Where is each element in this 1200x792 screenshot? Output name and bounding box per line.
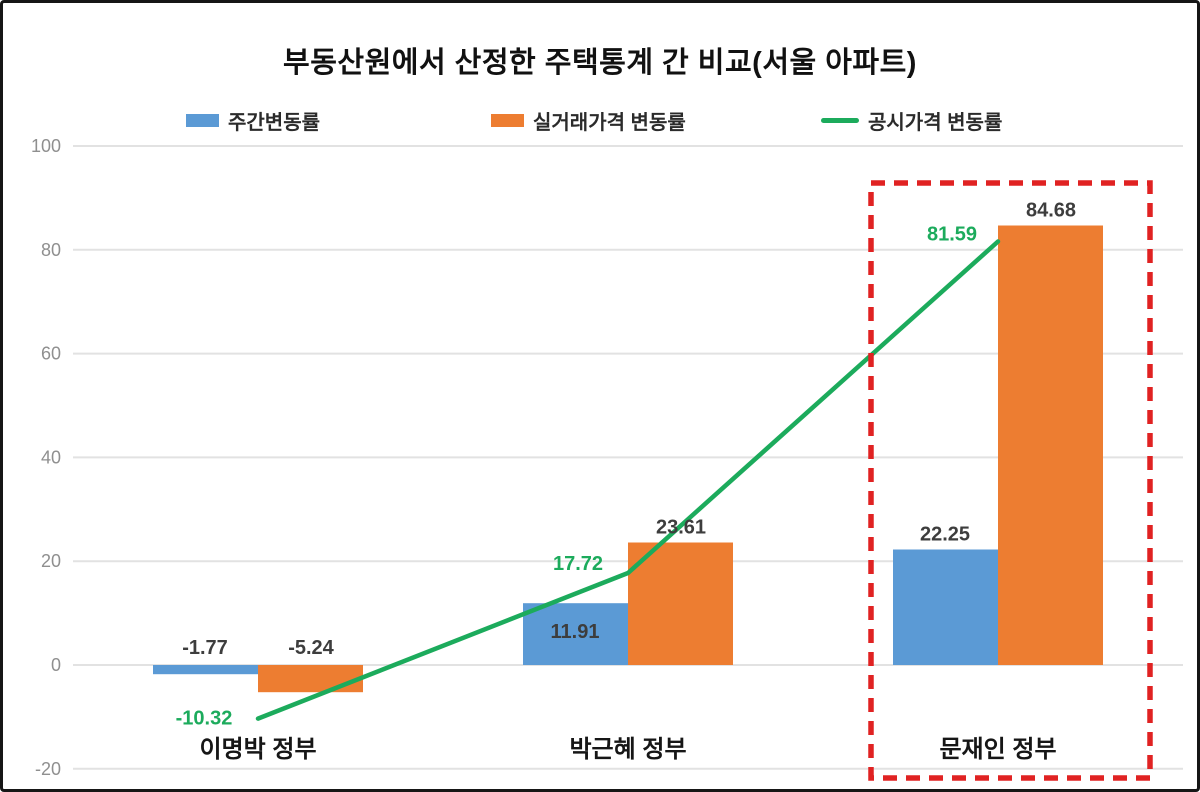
bar-actual-transaction-price-change-rate-2 (998, 225, 1103, 665)
bar-weekly-change-rate-0 (153, 665, 258, 675)
legend-marker-official-price-change-rate-line-icon (821, 117, 859, 123)
bar-weekly-change-rate-1 (523, 603, 628, 665)
y-tick-label-40: 40 (41, 447, 61, 467)
legend-label-actual-transaction-price-change-rate: 실거래가격 변동률 (533, 111, 686, 134)
value-label-official-price-change-rate-1: 17.72 (553, 553, 603, 575)
legend-item-official-price-change-rate: 공시가격 변동률 (821, 107, 1003, 134)
chart-plot-area: 100 80 60 40 20 0 -20 -1.77 11.91 22.25 -5.24 23.61… (31, 136, 1183, 781)
value-label-official-price-change-rate-2: 81.59 (927, 224, 977, 246)
y-tick-label-0: 0 (51, 655, 61, 675)
bar-actual-transaction-price-change-rate-0 (258, 665, 363, 693)
legend-label-weekly-change-rate: 주간변동률 (228, 111, 320, 134)
legend-item-actual-transaction-price-change-rate: 실거래가격 변동률 (491, 107, 686, 134)
legend-label-official-price-change-rate: 공시가격 변동률 (868, 111, 1003, 134)
category-label-0: 이명박 정부 (199, 736, 316, 763)
y-tick-label--20: -20 (35, 759, 61, 779)
y-tick-label-100: 100 (31, 136, 61, 156)
value-label-official-price-change-rate-0: -10.32 (176, 708, 233, 730)
chart-title: 부동산원에서 산정한 주택통계 간 비교(서울 아파트) (283, 47, 917, 79)
category-label-2: 문재인 정부 (939, 736, 1056, 763)
bar-weekly-change-rate-2 (893, 549, 998, 665)
legend-item-weekly-change-rate: 주간변동률 (186, 107, 320, 134)
y-tick-label-80: 80 (41, 240, 61, 260)
value-label-actual-transaction-price-change-rate-1: 23.61 (656, 517, 706, 539)
chart-legend: 주간변동률 실거래가격 변동률 공시가격 변동률 (3, 107, 1197, 134)
value-label-weekly-change-rate-2: 22.25 (920, 524, 970, 546)
value-label-actual-transaction-price-change-rate-2: 84.68 (1026, 200, 1076, 222)
y-tick-label-60: 60 (41, 344, 61, 364)
value-label-weekly-change-rate-1: 11.91 (551, 621, 600, 643)
y-tick-label-20: 20 (41, 551, 61, 571)
legend-marker-actual-transaction-price-change-rate-swatch-icon (491, 113, 524, 127)
value-label-actual-transaction-price-change-rate-0: -5.24 (288, 637, 334, 659)
bar-actual-transaction-price-change-rate-1 (628, 542, 733, 665)
line-official-price-change-rate (255, 239, 1001, 721)
category-label-1: 박근혜 정부 (569, 736, 686, 763)
value-label-weekly-change-rate-0: -1.77 (182, 637, 228, 659)
legend-marker-weekly-change-rate-swatch-icon (186, 113, 219, 127)
highlight-box-문재인 정부 (868, 180, 1153, 781)
